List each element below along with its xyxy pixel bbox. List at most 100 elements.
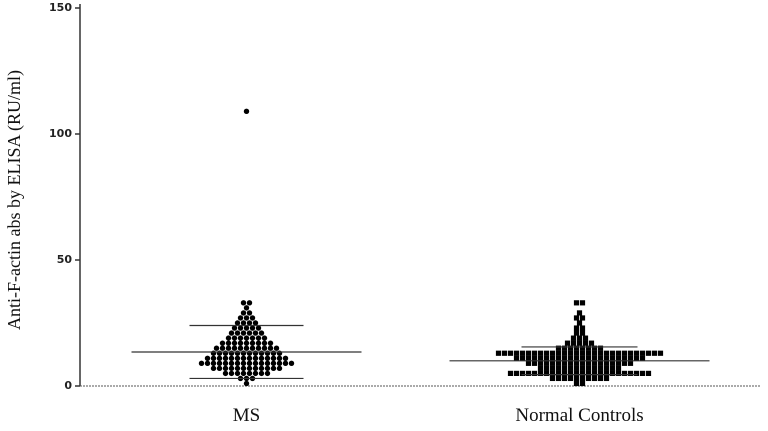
data-point	[639, 350, 646, 356]
data-point	[633, 350, 640, 356]
data-point	[639, 370, 646, 376]
data-point	[576, 320, 583, 326]
data-point	[537, 360, 544, 366]
data-point	[240, 320, 247, 326]
data-point	[225, 345, 232, 351]
data-point	[531, 360, 538, 366]
data-point	[255, 345, 262, 351]
data-point	[633, 355, 640, 361]
data-point	[627, 360, 634, 366]
data-point	[555, 360, 562, 366]
data-point	[204, 355, 211, 361]
data-point	[243, 305, 250, 311]
data-point	[243, 380, 250, 387]
data-point	[267, 340, 274, 346]
data-point	[573, 325, 580, 331]
data-point	[573, 330, 580, 336]
data-point	[615, 370, 622, 376]
y-tick-label: 150	[49, 1, 72, 14]
data-point	[501, 350, 508, 356]
data-point	[240, 310, 247, 316]
data-point	[597, 360, 604, 366]
data-point	[258, 365, 265, 372]
data-point	[276, 350, 283, 356]
data-point	[204, 360, 211, 367]
data-point	[234, 365, 241, 372]
data-point	[549, 365, 556, 371]
data-point	[567, 365, 574, 371]
data-point	[198, 360, 205, 367]
data-point	[576, 310, 583, 316]
data-point	[591, 350, 598, 356]
data-point	[249, 345, 256, 351]
data-point	[603, 370, 610, 376]
data-point	[240, 370, 247, 377]
data-point	[651, 350, 658, 356]
data-point	[228, 365, 235, 372]
data-point	[222, 350, 229, 356]
data-point	[252, 330, 259, 336]
data-point	[243, 335, 250, 341]
data-point	[495, 350, 502, 356]
data-point	[537, 350, 544, 356]
data-point	[576, 335, 583, 341]
data-point	[519, 370, 526, 376]
data-point	[609, 365, 616, 371]
data-point	[573, 315, 580, 321]
x-tick-label: MS	[233, 405, 260, 426]
data-point	[525, 370, 532, 376]
data-point	[240, 300, 247, 306]
data-point	[645, 370, 652, 376]
data-point	[597, 365, 604, 371]
data-point	[216, 365, 223, 372]
data-point	[543, 360, 550, 366]
data-point	[258, 355, 265, 361]
data-point	[609, 370, 616, 376]
data-point	[621, 350, 628, 356]
data-point	[234, 370, 241, 377]
data-point	[570, 335, 577, 341]
data-point	[234, 330, 241, 336]
data-point	[237, 325, 244, 331]
data-point	[561, 350, 568, 356]
data-point	[579, 365, 586, 371]
data-point	[561, 375, 568, 382]
data-point	[222, 355, 229, 361]
data-point	[243, 108, 250, 115]
data-point	[573, 300, 580, 306]
data-point	[243, 325, 250, 331]
data-point	[252, 350, 259, 356]
data-point	[234, 355, 241, 361]
data-point	[240, 360, 247, 367]
data-point	[579, 350, 586, 356]
data-point	[261, 345, 268, 351]
data-point	[570, 340, 577, 346]
data-point	[561, 345, 568, 351]
data-point	[270, 350, 277, 356]
data-point	[573, 380, 580, 387]
data-point	[264, 355, 271, 361]
data-point	[240, 330, 247, 336]
data-point	[210, 355, 217, 361]
data-point	[585, 370, 592, 376]
data-point	[603, 360, 610, 366]
data-point	[261, 335, 268, 341]
data-point	[210, 360, 217, 367]
data-point	[531, 370, 538, 376]
data-point	[513, 355, 520, 361]
y-tick-label: 50	[57, 253, 73, 266]
data-point	[222, 360, 229, 367]
data-point	[222, 365, 229, 372]
data-point	[216, 360, 223, 367]
data-point	[282, 360, 289, 367]
data-point	[573, 375, 580, 382]
data-point	[579, 325, 586, 331]
data-point	[252, 370, 259, 377]
data-point	[591, 370, 598, 376]
data-point	[555, 355, 562, 361]
data-point	[219, 340, 226, 346]
data-point	[579, 345, 586, 351]
data-point	[591, 360, 598, 366]
data-point	[258, 370, 265, 377]
